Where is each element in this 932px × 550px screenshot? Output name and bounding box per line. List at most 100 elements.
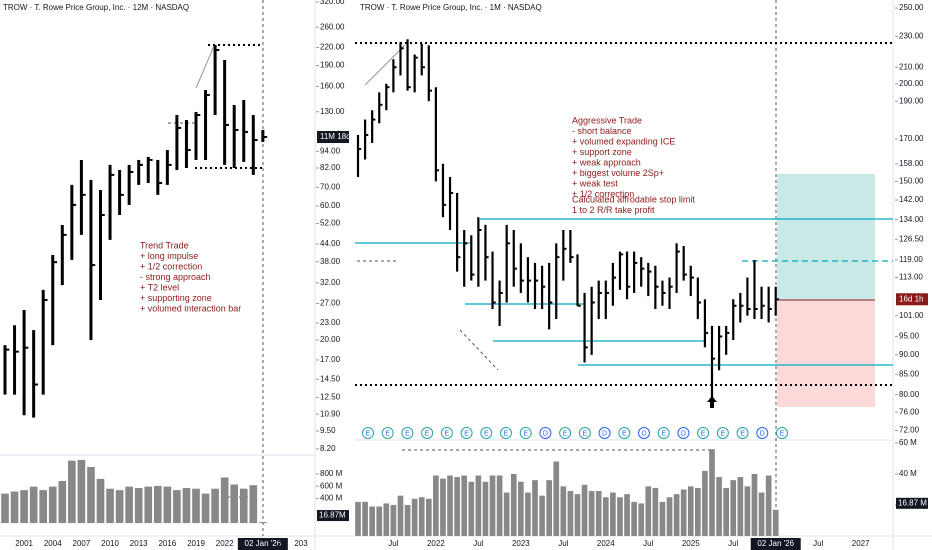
volume-bar <box>454 477 460 536</box>
y-tick-label: 80.00 <box>899 390 920 399</box>
volume-bar <box>631 501 637 536</box>
x-tick-label: 2023 <box>512 539 530 548</box>
event-label: D <box>681 430 686 437</box>
event-marker <box>381 427 394 439</box>
volume-bar <box>687 486 694 536</box>
stop-zone <box>777 300 875 407</box>
annotation: + volumed expanding ICE <box>572 136 675 146</box>
y-tick-label: 150.00 <box>899 177 924 186</box>
event-label: E <box>405 430 410 437</box>
y-tick-label: 210.00 <box>899 62 924 71</box>
event-label: E <box>523 430 528 437</box>
y-tick-label: 94.00 <box>320 146 341 155</box>
price-badge-label: 16d 1h <box>899 294 923 303</box>
y-tick-label: 60.00 <box>320 201 341 210</box>
volume-bar <box>723 487 729 536</box>
y-tick-label: 8.20 <box>320 444 336 453</box>
volume-bar <box>737 477 744 536</box>
event-marker <box>578 427 591 439</box>
volume-bar <box>1 493 9 524</box>
y-tick-label: 52.00 <box>320 219 341 228</box>
x-tick-label: 2022 <box>216 539 234 548</box>
y-tick-label: 260.00 <box>320 22 345 31</box>
volume-bar <box>239 488 248 524</box>
annotation: + weak test <box>572 178 618 188</box>
annotation: Aggressive Trade <box>572 115 642 125</box>
x-tick-label: 2013 <box>130 539 148 548</box>
volume-bar <box>680 489 687 536</box>
volume-bar <box>20 490 28 524</box>
x-tick-label: Jul <box>643 539 653 548</box>
volume-bar <box>115 490 124 524</box>
event-marker <box>697 427 710 439</box>
event-marker <box>716 427 729 439</box>
volume-bar <box>744 486 751 536</box>
y-tick-label: 82.00 <box>320 163 341 172</box>
volume-bar <box>461 475 468 536</box>
volume-bar <box>673 494 680 536</box>
volume-bar <box>201 493 210 524</box>
volume-tick-label: 60 M <box>899 438 917 447</box>
volume-bar <box>211 488 219 524</box>
y-tick-label: 101.00 <box>899 311 924 320</box>
volume-bar <box>560 486 567 536</box>
event-label: E <box>445 430 450 437</box>
event-marker <box>460 427 473 439</box>
volume-tick-label: 40 M <box>899 469 917 478</box>
x-tick-label: 2024 <box>597 539 615 548</box>
x-tick-label: 2007 <box>73 539 91 548</box>
volume-bar <box>588 491 595 536</box>
event-marker <box>756 427 769 439</box>
volume-bar <box>29 486 38 524</box>
x-tick-label: Jul <box>813 539 823 548</box>
event-label: E <box>563 430 568 437</box>
y-tick-label: 17.00 <box>320 355 341 364</box>
event-label: E <box>464 430 469 437</box>
date-badge <box>750 538 801 550</box>
event-label: E <box>701 430 706 437</box>
y-tick-label: 85.00 <box>899 369 920 378</box>
event-label: E <box>780 430 785 437</box>
volume-bar <box>581 484 588 536</box>
annotation: + weak approach <box>572 157 641 167</box>
chart-title: TROW · T. Rowe Price Group, Inc. · 12M ·… <box>3 3 189 12</box>
volume-bar <box>163 486 172 524</box>
event-label: E <box>484 430 489 437</box>
volume-bar <box>709 449 715 536</box>
y-tick-label: 38.00 <box>320 257 341 266</box>
event-label: D <box>641 430 646 437</box>
volume-bar <box>716 477 722 536</box>
y-tick-label: 320.00 <box>320 0 345 6</box>
x-tick-label: 2016 <box>158 539 176 548</box>
price-badge <box>896 293 928 306</box>
y-tick-label: 44.00 <box>320 239 341 248</box>
volume-bar <box>666 497 673 536</box>
event-label: D <box>602 430 607 437</box>
volume-badge <box>317 510 349 522</box>
x-tick-label: 2025 <box>682 539 700 548</box>
volume-bar <box>532 480 538 536</box>
volume-bar <box>751 473 758 536</box>
volume-bar <box>230 484 239 524</box>
x-tick-label: 02 Jan '26 <box>245 539 282 548</box>
x-tick-label: 2004 <box>44 539 62 548</box>
volume-bar <box>390 504 397 536</box>
x-tick-label: 28 <box>277 539 286 548</box>
volume-tick-label: 600 M <box>320 481 343 490</box>
event-marker <box>362 427 374 439</box>
x-tick-label: 2022 <box>427 539 445 548</box>
volume-bar <box>153 485 162 524</box>
volume-bar <box>595 491 602 536</box>
volume-bar <box>87 466 95 524</box>
annotation: - strong approach <box>140 272 211 282</box>
volume-bar <box>369 506 375 536</box>
y-tick-label: 190.00 <box>899 96 924 105</box>
trend-line <box>195 45 215 89</box>
x-tick-label: 2010 <box>101 539 119 548</box>
volume-bar <box>134 488 143 524</box>
volume-bar <box>695 487 701 536</box>
event-label: E <box>504 430 509 437</box>
event-marker <box>638 427 650 439</box>
volume-bar <box>772 509 779 536</box>
